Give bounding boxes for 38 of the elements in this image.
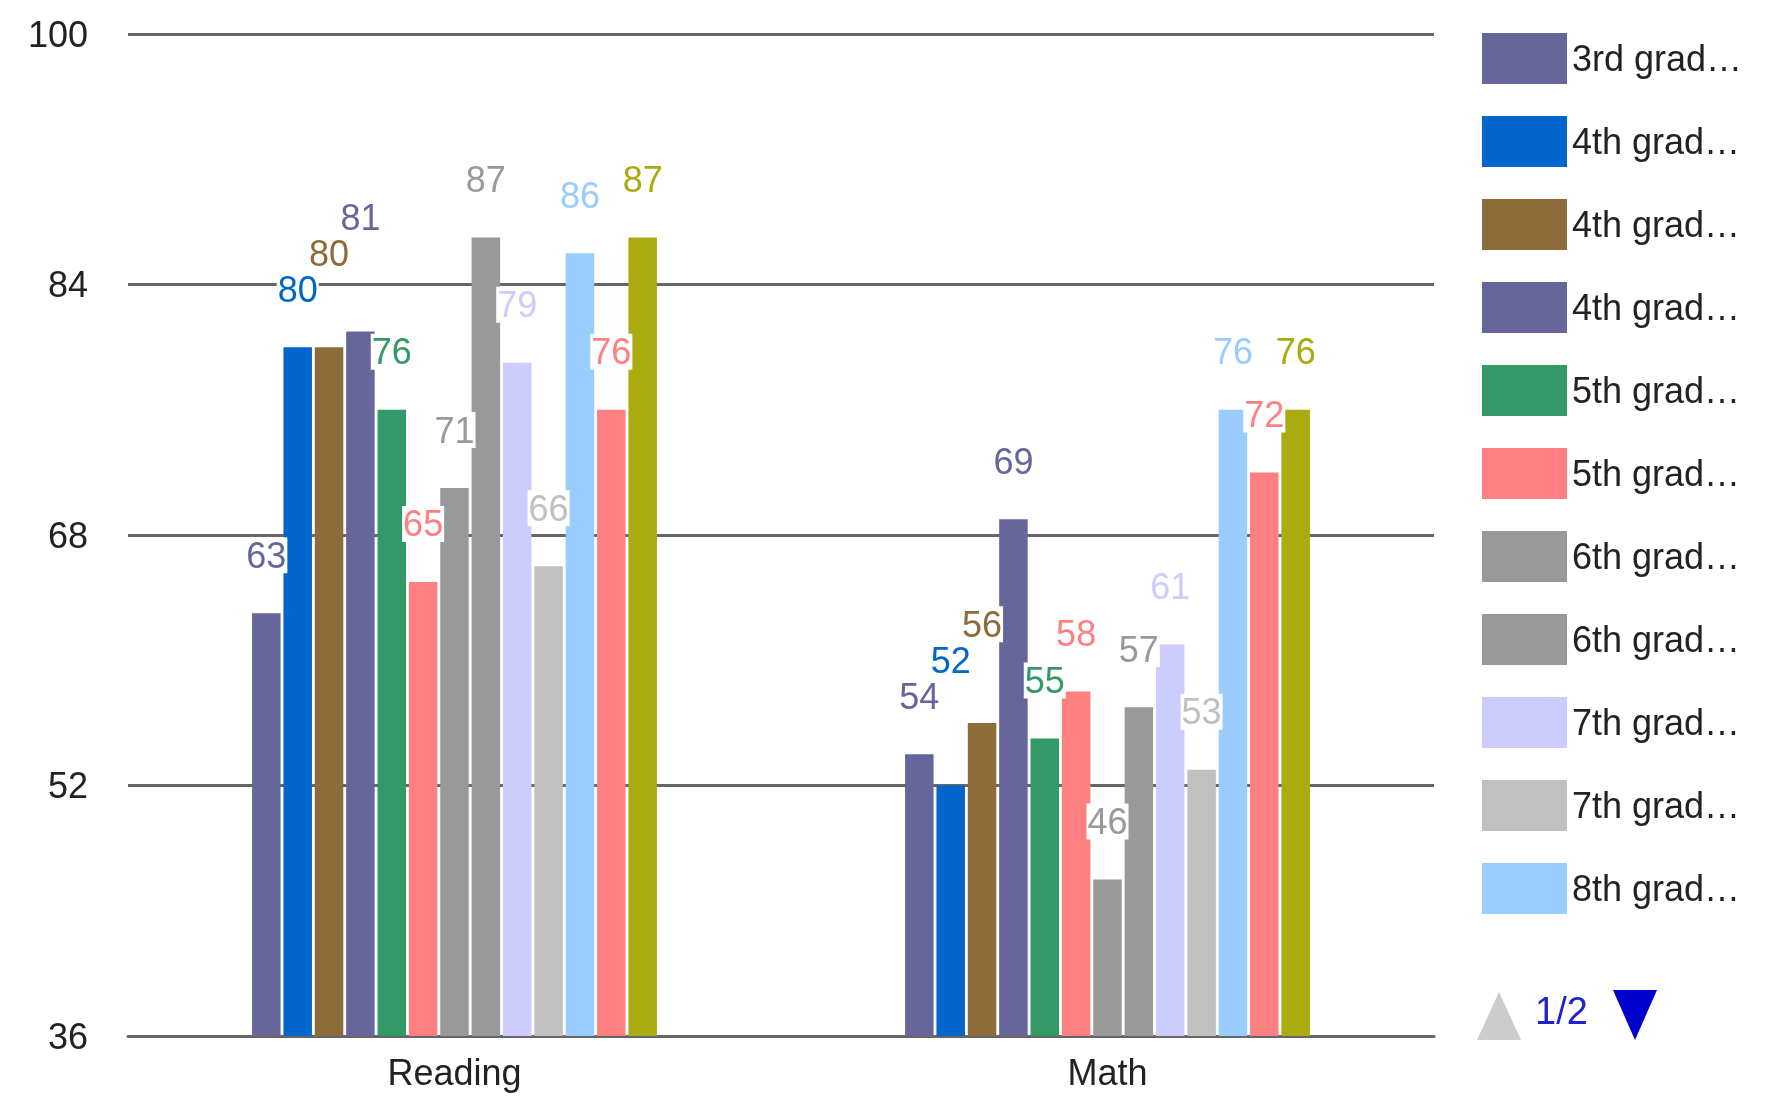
data-label: 86 bbox=[559, 174, 600, 216]
legend-label: 6th grad… bbox=[1572, 536, 1741, 577]
text: 1/2 bbox=[1535, 990, 1588, 1032]
y-tick-label: 68 bbox=[47, 514, 88, 556]
data-label: 71 bbox=[434, 409, 475, 451]
data-label: 56 bbox=[962, 603, 1003, 645]
y-tick-label: 84 bbox=[47, 264, 88, 305]
data-label: 72 bbox=[1244, 393, 1285, 435]
data-label: 76 bbox=[591, 331, 632, 373]
legend-label: 4th grad… bbox=[1572, 121, 1741, 162]
legend-label: 4th grad… bbox=[1572, 287, 1741, 328]
legend-label: 8th grad… bbox=[1572, 868, 1741, 909]
data-label: 76 bbox=[1275, 331, 1316, 373]
legend-label: 4th grad… bbox=[1572, 204, 1741, 245]
data-label: 66 bbox=[528, 487, 569, 529]
legend-label: 5th grad… bbox=[1572, 370, 1741, 411]
data-label: 57 bbox=[1118, 628, 1159, 670]
data-label: 87 bbox=[465, 159, 506, 201]
y-tick-label: 52 bbox=[47, 765, 88, 806]
legend-label: 7th grad… bbox=[1572, 702, 1741, 743]
legend-label: 3rd grad… bbox=[1572, 38, 1743, 79]
legend-label: 7th grad… bbox=[1572, 785, 1741, 826]
data-label: 58 bbox=[1056, 613, 1097, 655]
x-tick-label: Math bbox=[1067, 1051, 1148, 1093]
y-tick-label: 100 bbox=[27, 13, 88, 55]
data-label: 55 bbox=[1024, 660, 1065, 702]
data-label: 65 bbox=[403, 503, 444, 545]
data-label: 87 bbox=[622, 159, 663, 201]
data-label: 63 bbox=[246, 534, 287, 576]
y-tick-label: 36 bbox=[47, 1015, 88, 1057]
data-label: 69 bbox=[993, 440, 1034, 482]
x-tick-label: Reading bbox=[387, 1051, 522, 1093]
legend-label: 5th grad… bbox=[1572, 453, 1741, 494]
data-label: 53 bbox=[1181, 691, 1222, 733]
legend-label: 6th grad… bbox=[1572, 619, 1741, 660]
data-label: 76 bbox=[1212, 331, 1253, 373]
data-label: 46 bbox=[1087, 800, 1128, 842]
data-label: 76 bbox=[371, 331, 412, 373]
